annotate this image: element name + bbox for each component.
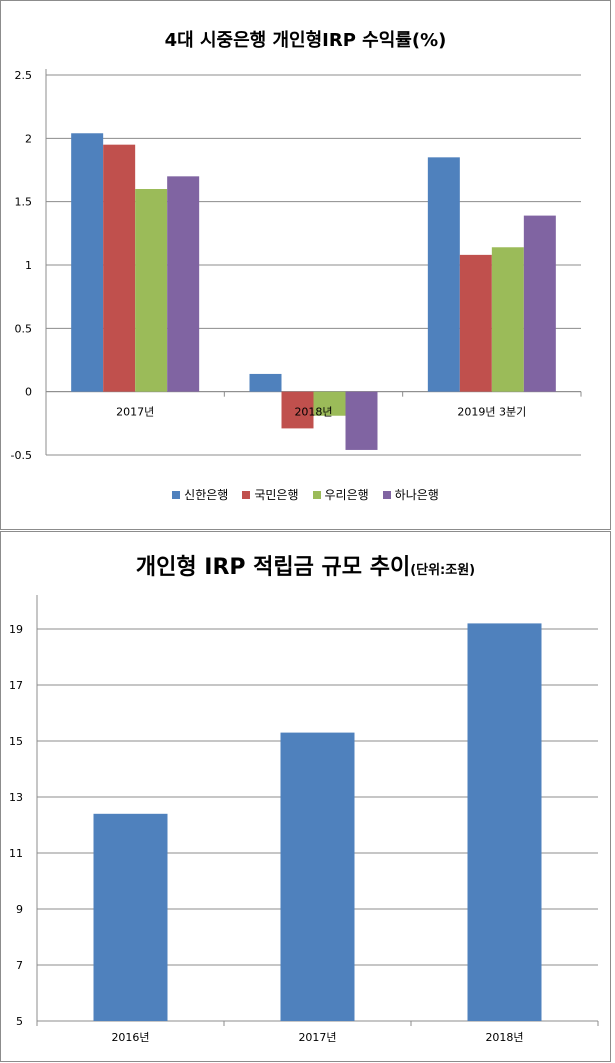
bar: [467, 623, 542, 1021]
chart-panel-irp-return: 4대 시중은행 개인형IRP 수익률(%) 2.5 2 1.5 1 0.5 0 -0.5 20…: [0, 0, 611, 530]
bar: [345, 391, 378, 450]
y-tick-label: 7: [16, 959, 23, 972]
y-tick-label: 15: [9, 735, 23, 748]
chart-title: 개인형 IRP 적립금 규모 추이: [135, 555, 411, 580]
chart-irp-reserve: 19 17 15 13 11 9 7 5 2016년 2017년 2018년: [9, 595, 599, 1044]
y-tick-label: 2.5: [15, 69, 33, 82]
y-tick-label: 2: [25, 132, 32, 145]
y-tick-label: 0: [25, 386, 32, 399]
legend-item: 하나은행: [382, 486, 439, 503]
x-tick-label: 2017년: [298, 1031, 336, 1044]
bar: [313, 391, 346, 416]
y-tick-label: 9: [16, 903, 23, 916]
legend-swatch: [382, 490, 391, 499]
bar: [103, 144, 136, 392]
x-tick-label: 2017년: [116, 406, 154, 419]
x-tick-label: 2018년: [294, 406, 332, 419]
chart-title: 4대 시중은행 개인형IRP 수익률(%): [164, 30, 447, 51]
legend-label: 우리은행: [324, 488, 369, 502]
y-tick-label: 1: [25, 259, 32, 272]
bar: [427, 157, 460, 392]
y-tick-label: 1.5: [15, 196, 33, 209]
chart-panel-irp-reserve: 개인형 IRP 적립금 규모 추이(단위:조원) 19 17 15 13 11 9 7 5 20…: [0, 531, 611, 1062]
chart-title-row: 개인형 IRP 적립금 규모 추이(단위:조원): [1, 549, 610, 581]
legend-label: 신한은행: [184, 488, 229, 502]
x-tick-label: 2016년: [111, 1031, 149, 1044]
bar: [71, 133, 104, 392]
bar: [491, 247, 524, 392]
bar: [281, 391, 314, 429]
y-tick-label: -0.5: [11, 449, 32, 462]
chart-unit: (단위:조원): [410, 563, 476, 578]
bar: [167, 176, 200, 392]
bar: [280, 732, 355, 1021]
legend-item: 국민은행: [242, 486, 299, 503]
y-tick-label: 0.5: [15, 322, 33, 335]
y-tick-label: 5: [16, 1015, 23, 1028]
bar: [249, 373, 282, 392]
y-tick-label: 19: [9, 623, 23, 636]
chart-irp-return: 2.5 2 1.5 1 0.5 0 -0.5 2017년 2018년 2019년 3분기: [11, 69, 582, 462]
bar: [135, 189, 168, 392]
bar: [459, 254, 492, 392]
legend-item: 신한은행: [172, 486, 228, 503]
legend-label: 국민은행: [254, 488, 299, 502]
bar: [93, 813, 168, 1021]
x-tick-label: 2019년 3분기: [457, 406, 526, 419]
legend: 신한은행 국민은행 우리은행 하나은행: [1, 486, 610, 503]
y-tick-label: 17: [9, 679, 23, 692]
bar: [523, 215, 556, 392]
legend-swatch: [242, 490, 251, 499]
legend-item: 우리은행: [312, 486, 369, 503]
legend-swatch: [312, 490, 321, 499]
y-tick-label: 11: [9, 847, 23, 860]
x-tick-label: 2018년: [485, 1031, 523, 1044]
legend-label: 하나은행: [394, 488, 439, 502]
y-tick-label: 13: [9, 791, 23, 804]
legend-swatch: [172, 490, 181, 499]
